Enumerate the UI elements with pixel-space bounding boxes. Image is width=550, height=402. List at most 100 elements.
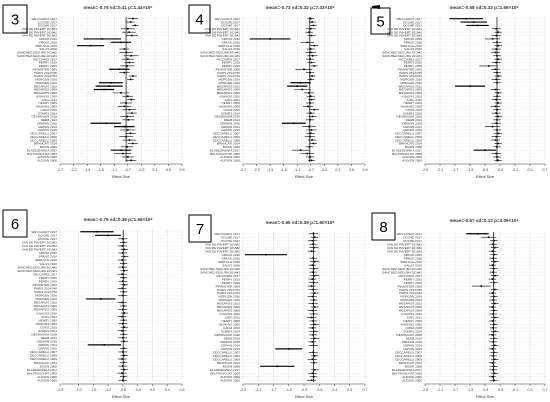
panel-title: mean=-0.58 sd=0.33 p=1.66×10⁸ (449, 5, 518, 10)
effect-point (122, 319, 125, 321)
study-label: VAN DE PAVERT 2015#3 (387, 34, 422, 38)
study-label: DEMAIN 2016 (402, 121, 422, 125)
study-label: CECCARELLI 2009 (30, 135, 57, 139)
study-label: DOCHE 2017 (221, 235, 240, 239)
study-label: PARIS 2014/7#4 (34, 74, 57, 78)
study-label: SANCHEZ-SEGURA 2014#1 (17, 269, 57, 273)
study-label: MORGEN 2016 (400, 295, 422, 299)
study-label: JUNG 2011 (224, 98, 240, 102)
effect-point (122, 238, 124, 240)
study-label: PINNINTER 2009 (398, 67, 423, 71)
study-label: PERRY 2015 (222, 61, 241, 65)
effect-point (311, 264, 314, 266)
x-tick-label: -0.1 (512, 168, 518, 172)
effect-point (309, 156, 311, 158)
study-label: SANCHEZ-SEGURA 2014#2 (17, 265, 57, 269)
effect-point (308, 31, 310, 33)
effect-point (122, 351, 124, 353)
effect-point (487, 65, 490, 67)
study-label: SERULLE 2016 (35, 44, 57, 48)
effect-point (476, 24, 479, 27)
study-label: AUDOIN 2006 (402, 378, 422, 382)
study-label: PERRY 2015 (222, 281, 241, 285)
study-label: VAN DE PAVERT 2015#2 (205, 246, 240, 250)
study-label: SPANO 2016 (39, 251, 58, 255)
effect-point (495, 112, 498, 114)
effect-point (123, 125, 126, 128)
effect-point (476, 232, 479, 235)
study-label: GOMES 2014 (403, 111, 423, 115)
effect-point (491, 334, 494, 336)
panel-number-box (371, 212, 396, 241)
study-label: BOZIN 2008 (40, 364, 57, 368)
effect-point (307, 105, 309, 108)
study-label: SALAS 2016 (222, 47, 240, 51)
corner-mark (372, 5, 380, 9)
study-label: SPANO 2016 (404, 40, 423, 44)
effect-point (313, 274, 316, 277)
effect-point (122, 361, 125, 364)
effect-point (312, 351, 314, 354)
effect-point (495, 34, 498, 37)
study-label: MESAROS 2009 (34, 88, 57, 92)
study-label: CECCARELLI 2009 (395, 354, 422, 358)
effect-point (492, 313, 495, 315)
effect-point (312, 142, 315, 145)
effect-point (122, 291, 125, 293)
effect-point (313, 337, 316, 340)
study-label: BLAZEJEWSKA 2017 (210, 368, 240, 372)
study-label: AUDOIN 2006 (220, 159, 240, 163)
effect-point (103, 344, 106, 346)
study-label: CECCARELLI 2009 (213, 358, 240, 362)
effect-point (118, 68, 121, 71)
x-tick-label: -2.0 (75, 388, 81, 392)
x-axis-label: Effect Size (112, 395, 130, 399)
effect-point (494, 105, 497, 108)
study-label: SPANO 2016 (39, 40, 58, 44)
effect-point (497, 159, 499, 162)
effect-point (129, 21, 132, 23)
study-label: CECCARELLI 2007 (30, 132, 57, 136)
study-label: PARIS 2014/7#4 (399, 74, 422, 78)
effect-point (312, 271, 314, 273)
panel-number-box (2, 209, 28, 238)
x-tick-label: 0.3 (528, 168, 533, 172)
effect-point (472, 21, 475, 23)
x-tick-label: -0.9 (301, 388, 307, 392)
study-label: PERRY 2015 (404, 277, 423, 281)
study-label: SALAS 2016 (404, 47, 422, 51)
study-label: AUDOIN 2006 (402, 155, 422, 159)
effect-point (103, 88, 105, 91)
study-label: CEPAIN 2014 (221, 344, 240, 348)
effect-point (310, 159, 313, 162)
study-label: SANCHEZ-SEGURA 2014#1 (382, 54, 422, 58)
panel-number-box (370, 7, 391, 35)
x-tick-label: -1.7 (452, 168, 458, 172)
study-label: PERRY 2015 (39, 279, 58, 283)
study-label: PERRY 2015 (39, 64, 58, 68)
effect-point (495, 28, 498, 30)
effect-point (309, 58, 311, 60)
study-label: CEPAIN 2015 (38, 128, 57, 132)
study-label: WEYGANDT 2017 (31, 230, 57, 234)
study-label: MESAROS 2009 (34, 304, 57, 308)
study-label: BRANCATI 2014 (34, 142, 57, 146)
study-label: CECCARELLI 2007 (30, 350, 57, 354)
study-label: DEEB 2014 (406, 337, 422, 341)
study-label: MESAROS 2009 (217, 305, 240, 309)
study-label: DOCHE 2017 (221, 20, 240, 24)
study-label: SANCHEZ-SEGURA 2014#1 (17, 54, 57, 58)
effect-point (120, 149, 122, 151)
effect-point (120, 92, 122, 94)
x-tick-label: 0.5 (349, 168, 354, 172)
study-label: RICCIARDI 2017 (33, 57, 57, 61)
effect-point (491, 125, 494, 128)
study-label: JUNG 2011 (406, 316, 422, 320)
x-tick-label: -2.1 (437, 388, 443, 392)
study-label: CEPAIN 2014 (38, 125, 57, 129)
effect-point (121, 358, 123, 360)
x-tick-label: -2.3 (70, 168, 76, 172)
study-label: WEYGANDT 2017 (214, 17, 240, 21)
study-label: VAN DE PAVERT 2015#1 (387, 27, 422, 31)
effect-point (493, 365, 495, 368)
